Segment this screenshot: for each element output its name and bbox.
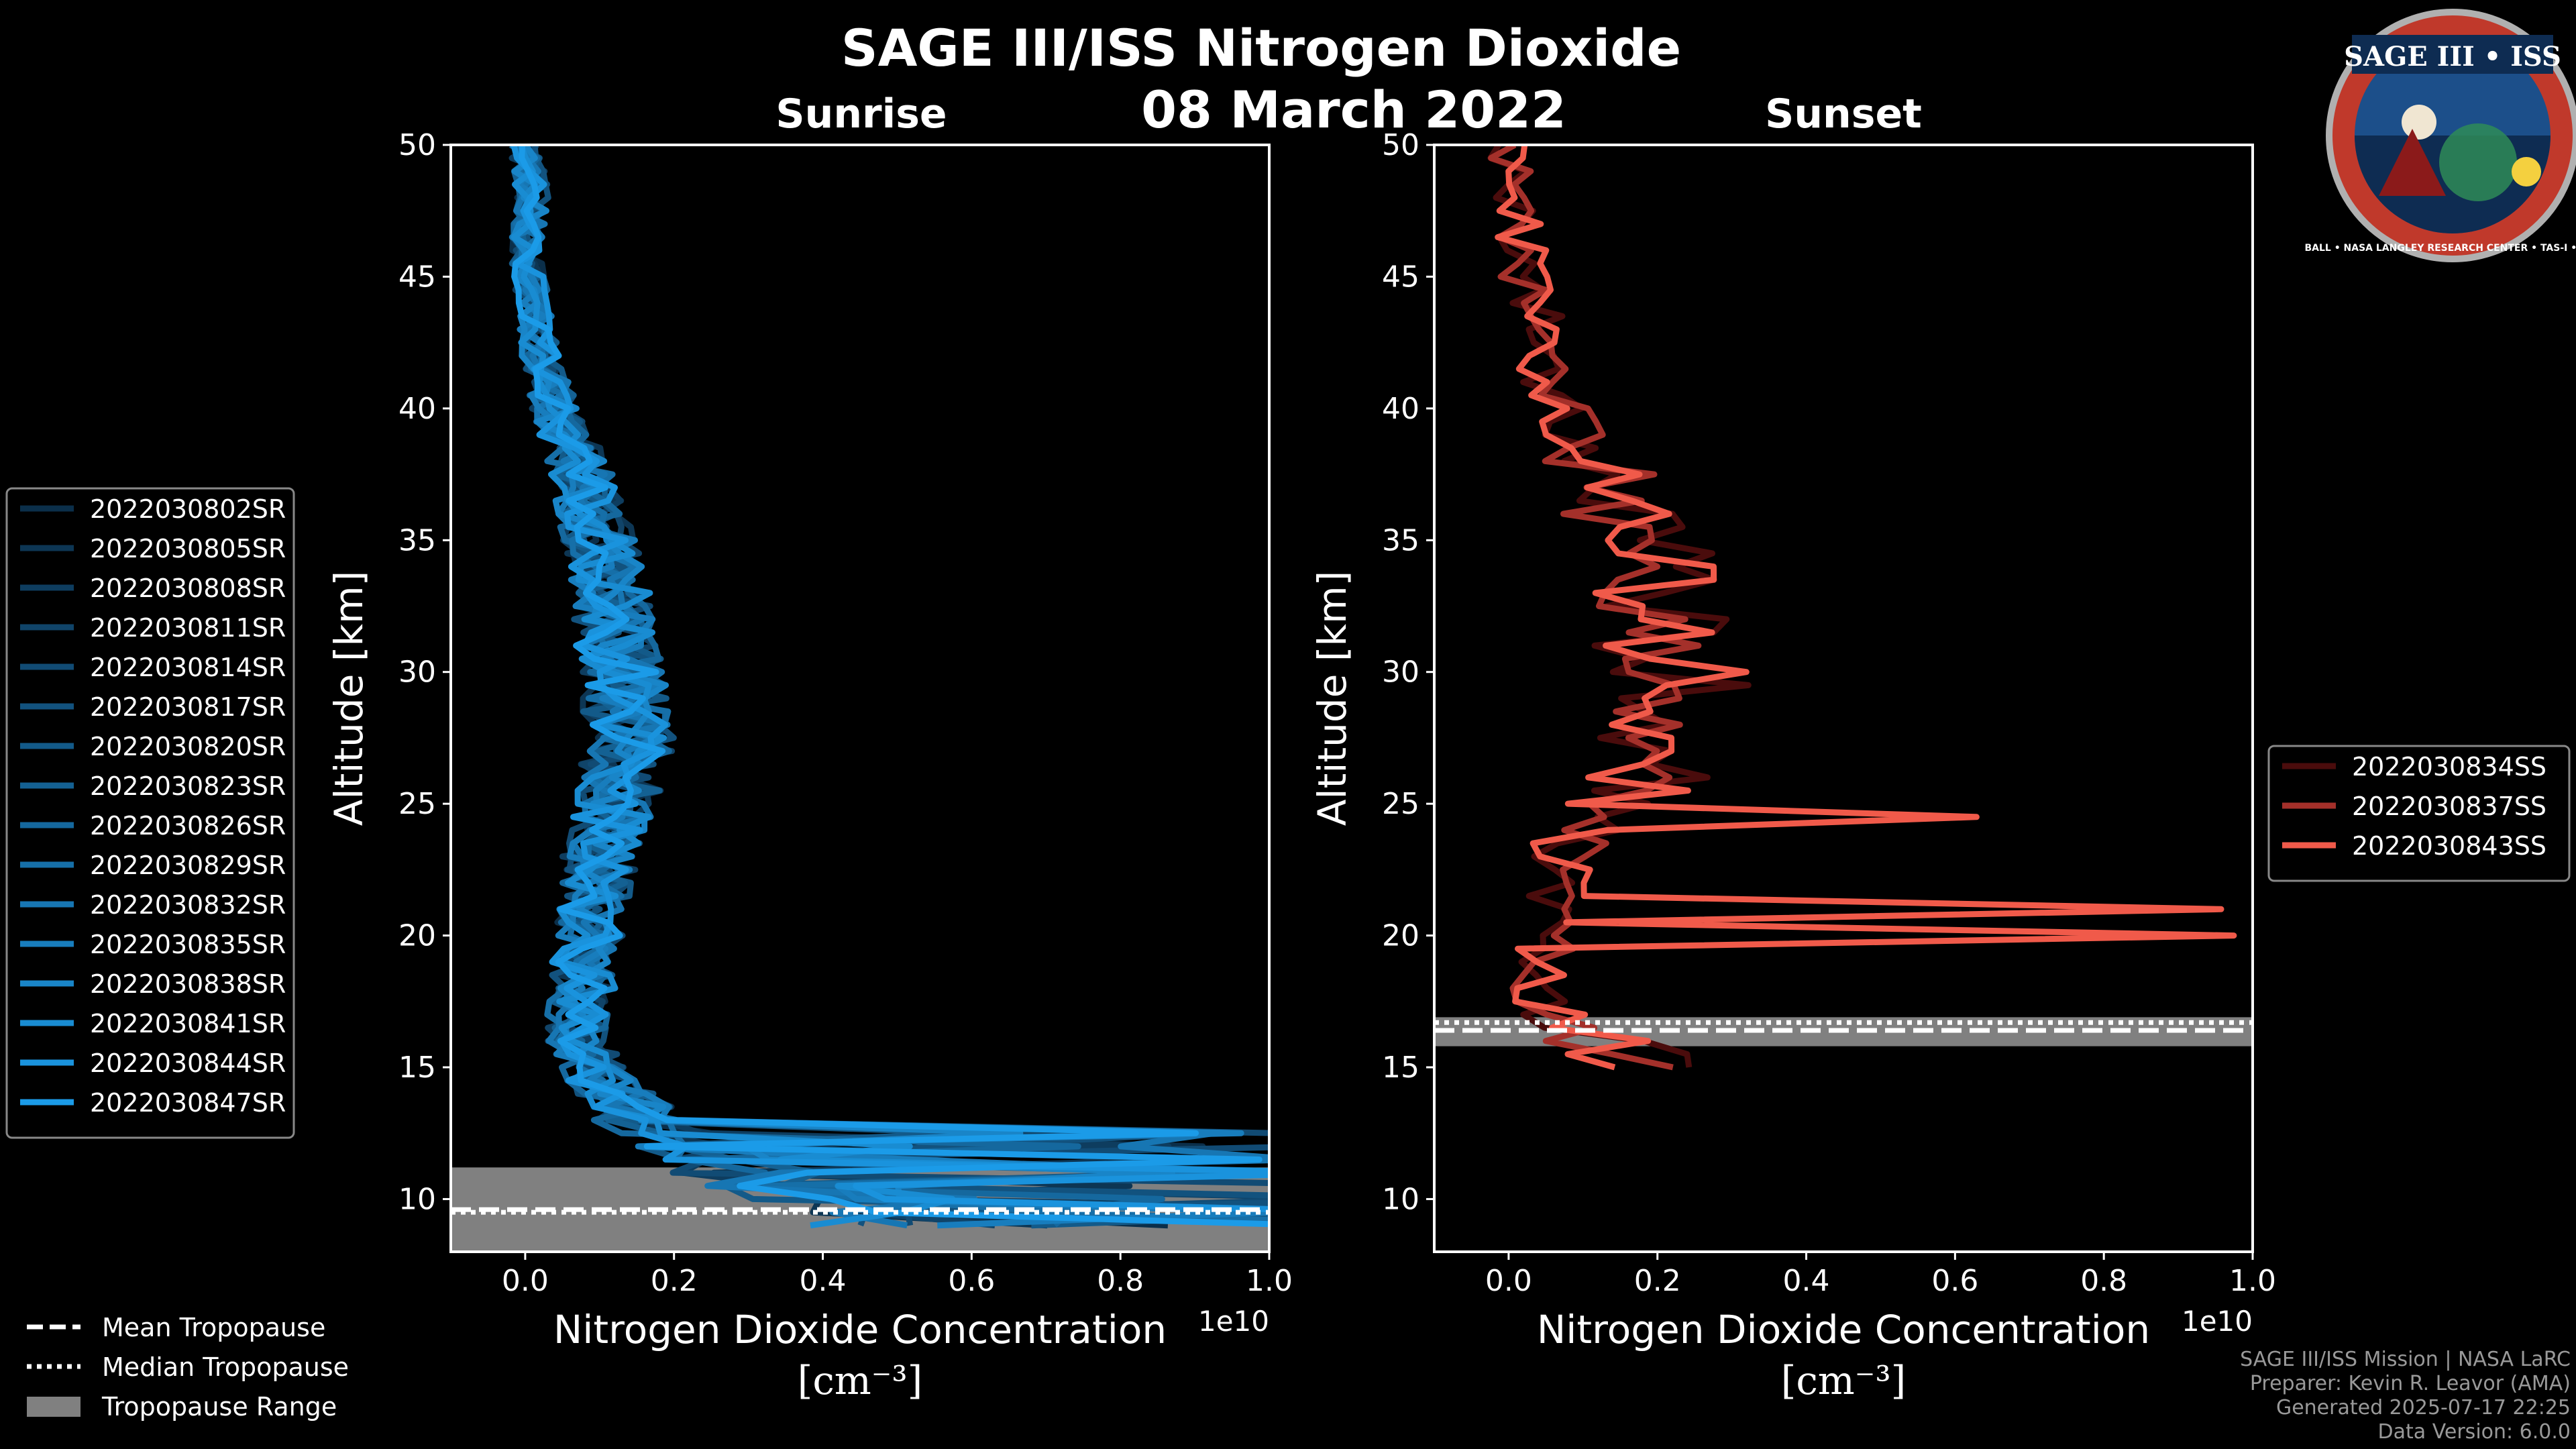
sunset-xtick-label: 0.2 [1634, 1264, 1681, 1298]
figure-date: 08 March 2022 [1141, 80, 1566, 140]
sunrise-legend-label: 2022030841SR [90, 1009, 286, 1038]
mean-tropopause-label: Mean Tropopause [102, 1313, 325, 1342]
tropopause-legend: Mean Tropopause Median Tropopause Tropop… [27, 1313, 349, 1421]
sunrise-ytick-label: 30 [398, 655, 436, 690]
sunset-ytick-label: 20 [1382, 919, 1419, 953]
sunset-ytick-label: 45 [1382, 260, 1419, 294]
credits: SAGE III/ISS Mission | NASA LaRC Prepare… [2240, 1348, 2571, 1444]
sunset-series-2022030843SS [1495, 145, 2237, 1071]
sunrise-legend-label: 2022030817SR [90, 692, 286, 722]
sunrise-x-multiplier: 1e10 [1198, 1305, 1269, 1338]
sunset-legend-label: 2022030834SS [2352, 752, 2546, 782]
sunset-ytick-label: 30 [1382, 655, 1419, 690]
sunrise-ytick-label: 15 [398, 1051, 436, 1085]
sunrise-panel-title: Sunrise [775, 91, 947, 138]
logo-ring-text: BALL • NASA LANGLEY RESEARCH CENTER • TA… [2304, 243, 2576, 254]
sunset-xtick-label: 1.0 [2229, 1264, 2276, 1298]
sunrise-xtick-label: 0.4 [800, 1264, 847, 1298]
sunrise-ytick-label: 35 [398, 523, 436, 557]
sunset-axes-frame [1433, 144, 2254, 1253]
credit-generated: Generated 2025-07-17 22:25 [2276, 1396, 2571, 1419]
credit-preparer: Preparer: Kevin R. Leavor (AMA) [2250, 1372, 2571, 1395]
sunrise-xtick-label: 0.2 [651, 1264, 698, 1298]
sunset-ytick-label: 25 [1382, 787, 1419, 821]
sunrise-legend-label: 2022030844SR [90, 1049, 286, 1078]
sunset-y-axis-label: Altitude [km] [1309, 571, 1355, 826]
sunrise-ytick-label: 25 [398, 787, 436, 821]
sunset-legend: 2022030834SS 2022030837SS 2022030843SS [2267, 745, 2571, 882]
sunset-ytick-label: 15 [1382, 1051, 1419, 1085]
sunset-ytick-label: 40 [1382, 392, 1419, 426]
sunrise-x-axis-unit: [cm⁻³] [798, 1358, 923, 1403]
sage-iss-logo: SAGE III • ISS BALL • NASA LANGLEY RESEA… [2304, 9, 2576, 262]
sunset-xtick-label: 0.8 [2080, 1264, 2127, 1298]
sunrise-legend-label: 2022030832SR [90, 890, 286, 920]
credit-mission: SAGE III/ISS Mission | NASA LaRC [2240, 1348, 2571, 1371]
sunrise-ytick-label: 50 [398, 128, 436, 162]
sunrise-axes-frame [449, 144, 1271, 1253]
sunrise-legend-label: 2022030805SR [90, 534, 286, 564]
sunrise-xtick-label: 0.8 [1097, 1264, 1144, 1298]
sunrise-xtick-label: 0.0 [502, 1264, 549, 1298]
sunrise-x-axis-label: Nitrogen Dioxide Concentration [553, 1307, 1167, 1352]
sunset-plot-area [1434, 145, 2253, 1252]
sunrise-legend: 2022030802SR 2022030805SR 2022030808SR 2022… [5, 487, 295, 1139]
sunset-ytick-label: 50 [1382, 128, 1419, 162]
sunset-xtick-label: 0.6 [1931, 1264, 1978, 1298]
sunrise-ytick-label: 20 [398, 919, 436, 953]
sunset-legend-label: 2022030843SS [2352, 831, 2546, 861]
sunrise-xtick-label: 1.0 [1246, 1264, 1293, 1298]
sunrise-legend-label: 2022030814SR [90, 653, 286, 682]
sunset-x-axis-unit: [cm⁻³] [1781, 1358, 1907, 1403]
sunset-xtick-label: 0.0 [1485, 1264, 1532, 1298]
sunset-x-axis-label: Nitrogen Dioxide Concentration [1537, 1307, 2150, 1352]
tropopause-range-swatch [27, 1397, 80, 1417]
sunset-ytick-label: 35 [1382, 523, 1419, 557]
sunrise-xtick-label: 0.6 [948, 1264, 995, 1298]
sunrise-legend-label: 2022030829SR [90, 851, 286, 880]
sunset-ytick-label: 10 [1382, 1182, 1419, 1216]
sunrise-legend-box [5, 487, 295, 1139]
sunrise-y-axis-label: Altitude [km] [326, 571, 372, 826]
sunset-chart: 10 15 20 25 30 35 40 45 50 0.0 0.2 0.4 0.6 0.8 1.0 1e10… [1309, 128, 2571, 1403]
sunrise-legend-label: 2022030835SR [90, 930, 286, 959]
sunrise-ytick-label: 40 [398, 392, 436, 426]
sunset-panel-title: Sunset [1765, 91, 1922, 138]
sunset-series-2022030837SS [1488, 145, 1702, 1071]
sunrise-series-2022030847SR [511, 145, 1269, 1228]
sunset-x-multiplier: 1e10 [2182, 1305, 2253, 1338]
sunrise-legend-label: 2022030823SR [90, 771, 286, 801]
sunrise-legend-label: 2022030826SR [90, 811, 286, 841]
sunrise-legend-label: 2022030838SR [90, 969, 286, 999]
sunset-xtick-label: 0.4 [1783, 1264, 1830, 1298]
sunset-legend-label: 2022030837SS [2352, 792, 2546, 821]
tropopause-range-label: Tropopause Range [101, 1392, 337, 1421]
median-tropopause-label: Median Tropopause [102, 1352, 349, 1382]
sunrise-legend-label: 2022030820SR [90, 732, 286, 761]
sunrise-ytick-label: 10 [398, 1182, 436, 1216]
sunrise-chart: 10 15 20 25 30 35 40 45 50 0.0 0.2 0.4 0.6 0.8 1.0 1e10… [5, 128, 1293, 1403]
sunset-legend-box [2267, 745, 2571, 882]
sunrise-ytick-label: 45 [398, 260, 436, 294]
figure-title: SAGE III/ISS Nitrogen Dioxide [841, 18, 1681, 78]
logo-title: SAGE III • ISS [2344, 41, 2561, 72]
sunrise-legend-label: 2022030847SR [90, 1088, 286, 1118]
sunrise-legend-label: 2022030808SR [90, 574, 286, 603]
credit-version: Data Version: 6.0.0 [2378, 1420, 2571, 1444]
sunrise-legend-label: 2022030811SR [90, 613, 286, 643]
sunrise-legend-label: 2022030802SR [90, 494, 286, 524]
